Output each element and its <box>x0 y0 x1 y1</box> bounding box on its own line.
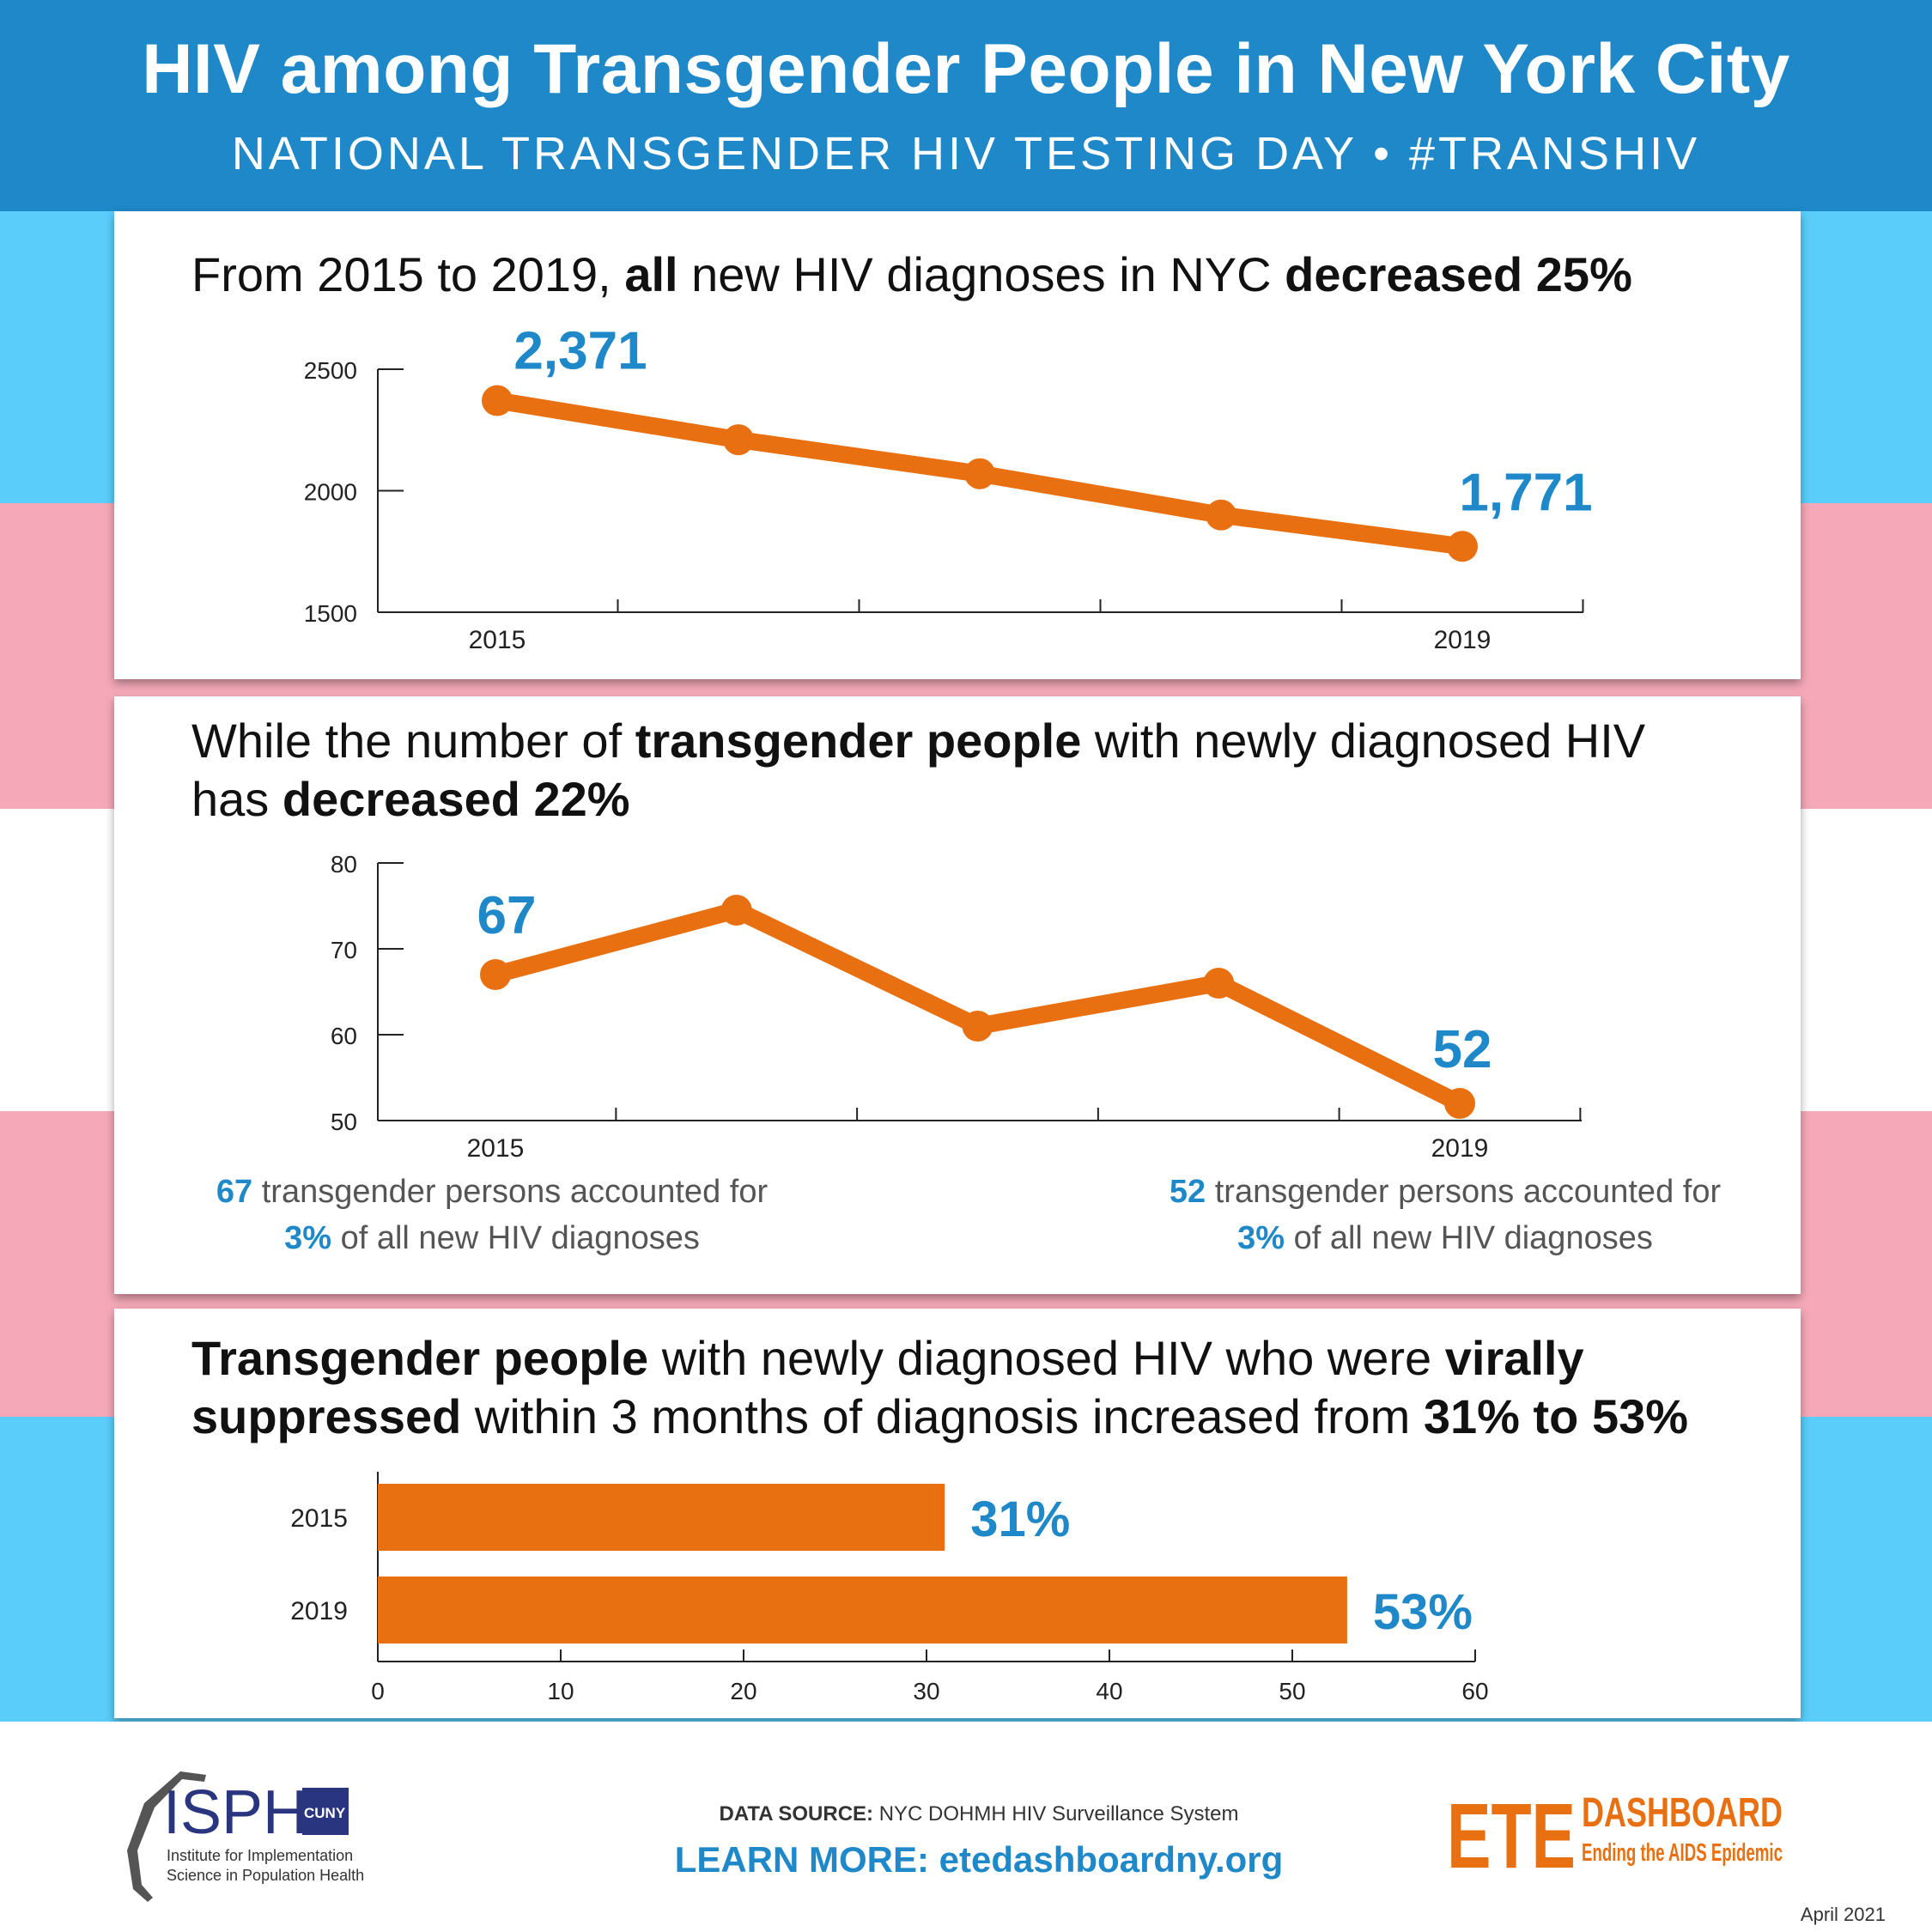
note-percent: 3% <box>1237 1220 1285 1256</box>
cuny-badge <box>302 1788 349 1835</box>
y-tick-label: 80 <box>331 851 357 878</box>
note-number: 67 <box>216 1174 253 1210</box>
note-2015: 67 transgender persons accounted for 3% … <box>191 1169 793 1261</box>
x-tick-label: 0 <box>371 1678 385 1704</box>
data-point <box>723 424 754 456</box>
data-source-text: NYC DOHMH HIV Surveillance System <box>873 1802 1238 1826</box>
panel-all-diagnoses: From 2015 to 2019, all new HIV diagnoses… <box>114 211 1801 679</box>
footer-graphics: ISPH CUNY Institute for Implementation S… <box>127 1771 1886 1925</box>
panel-viral-suppression: Transgender people with newly diagnosed … <box>114 1309 1801 1718</box>
viral-suppression-bar-chart: 0 10 20 30 40 50 60 2015 31% 2019 53% <box>290 1472 1489 1704</box>
ete-dashboard-logo: ETE DASHBOARD Ending the AIDS Epidemic <box>1447 1783 1783 1887</box>
y-category-label: 2015 <box>290 1504 348 1533</box>
headline-text: with newly diagnosed HIV who were <box>648 1331 1445 1385</box>
panel-transgender-diagnoses: While the number of transgender people w… <box>114 696 1801 1294</box>
isph-line-1: Institute for Implementation <box>167 1847 353 1864</box>
data-point <box>1447 531 1478 562</box>
data-point <box>964 458 995 489</box>
isph-logo-text: ISPH <box>163 1778 307 1847</box>
x-tick-label: 2015 <box>467 1134 525 1163</box>
headline-bold: transgender people <box>635 714 1082 768</box>
data-label: 31% <box>970 1492 1070 1547</box>
data-point <box>1444 1088 1475 1119</box>
data-label: 1,771 <box>1459 463 1592 522</box>
note-text: of all new HIV diagnoses <box>1285 1220 1653 1256</box>
publish-date: April 2021 <box>1801 1904 1886 1925</box>
x-tick-label: 2019 <box>1434 626 1492 654</box>
note-text: of all new HIV diagnoses <box>331 1220 700 1256</box>
x-tick-label: 2015 <box>469 626 526 654</box>
y-tick-label: 2500 <box>304 357 357 384</box>
x-tick-label: 10 <box>547 1678 574 1704</box>
x-tick-label: 50 <box>1279 1678 1305 1704</box>
isph-hexagon-mark <box>127 1771 206 1902</box>
x-tick-label: 60 <box>1461 1678 1488 1704</box>
note-number: 52 <box>1169 1174 1206 1210</box>
data-point <box>962 1011 993 1042</box>
y-tick-label: 1500 <box>304 600 357 627</box>
cuny-badge-text: CUNY <box>304 1805 346 1821</box>
data-label: 2,371 <box>513 322 647 381</box>
y-category-label: 2019 <box>290 1597 348 1625</box>
series-line <box>487 902 1468 1112</box>
page-subtitle: NATIONAL TRANSGENDER HIV TESTING DAY • #… <box>231 128 1701 179</box>
ete-dashboard-text: DASHBOARD <box>1582 1790 1783 1836</box>
header-banner: HIV among Transgender People in New York… <box>0 0 1932 211</box>
note-2019: 52 transgender persons accounted for 3% … <box>1145 1169 1746 1261</box>
note-text: transgender persons accounted for <box>252 1174 769 1210</box>
x-tick-label: 2019 <box>1431 1134 1489 1163</box>
panel3-headline: Transgender people with newly diagnosed … <box>191 1329 1771 1446</box>
isph-line-2: Science in Population Health <box>167 1867 364 1884</box>
note-text: transgender persons accounted for <box>1206 1174 1722 1210</box>
data-label: 52 <box>1433 1020 1492 1079</box>
data-point <box>1203 968 1235 999</box>
isph-logo: ISPH CUNY Institute for Implementation S… <box>127 1771 364 1902</box>
headline-bold: virally suppressed <box>191 1331 1584 1443</box>
bar <box>378 1484 945 1551</box>
x-tick-label: 30 <box>913 1678 939 1704</box>
ete-tagline: Ending the AIDS Epidemic <box>1582 1839 1783 1867</box>
headline-text: with newly diagnosed HIV has <box>191 714 1646 826</box>
y-tick-label: 50 <box>331 1109 357 1135</box>
note-percent: 3% <box>284 1220 332 1256</box>
headline-text: within 3 months of diagnosis increased f… <box>461 1389 1424 1443</box>
x-tick-label: 40 <box>1096 1678 1122 1704</box>
headline-bold: decreased 25% <box>1285 247 1632 301</box>
headline-text: From 2015 to 2019, <box>191 247 625 301</box>
panel1-headline: From 2015 to 2019, all new HIV diagnoses… <box>191 246 1771 304</box>
data-point <box>482 385 513 416</box>
data-point <box>720 895 752 926</box>
all-diagnoses-line-chart: 1500 2000 2500 2015 2019 2,371 1,771 <box>304 322 1593 654</box>
y-tick-label: 60 <box>331 1023 357 1049</box>
data-source: DATA SOURCE: NYC DOHMH HIV Surveillance … <box>720 1802 1239 1826</box>
bar <box>378 1577 1347 1643</box>
x-tick-label: 20 <box>730 1678 756 1704</box>
headline-bold: all <box>624 247 678 301</box>
headline-bold: 31% to 53% <box>1423 1389 1689 1443</box>
ete-logo-text: ETE <box>1447 1783 1576 1887</box>
y-tick-label: 2000 <box>304 479 357 506</box>
data-point <box>1206 499 1236 531</box>
data-source-label: DATA SOURCE: <box>720 1802 874 1826</box>
headline-bold: Transgender people <box>191 1331 649 1385</box>
headline-text: new HIV diagnoses in NYC <box>677 247 1285 301</box>
data-point <box>480 959 511 990</box>
headline-bold: decreased 22% <box>282 772 630 826</box>
learn-more-link[interactable]: LEARN MORE: etedashboardny.org <box>675 1839 1284 1880</box>
data-label: 53% <box>1373 1584 1473 1640</box>
data-label: 67 <box>477 886 537 945</box>
panel2-headline: While the number of transgender people w… <box>191 712 1703 829</box>
y-tick-label: 70 <box>331 937 357 963</box>
page-title: HIV among Transgender People in New York… <box>142 30 1790 108</box>
transgender-diagnoses-line-chart: 50 60 70 80 2015 2019 67 52 <box>331 851 1582 1163</box>
footer: ISPH CUNY Institute for Implementation S… <box>0 1722 1932 1932</box>
headline-text: While the number of <box>191 714 635 768</box>
